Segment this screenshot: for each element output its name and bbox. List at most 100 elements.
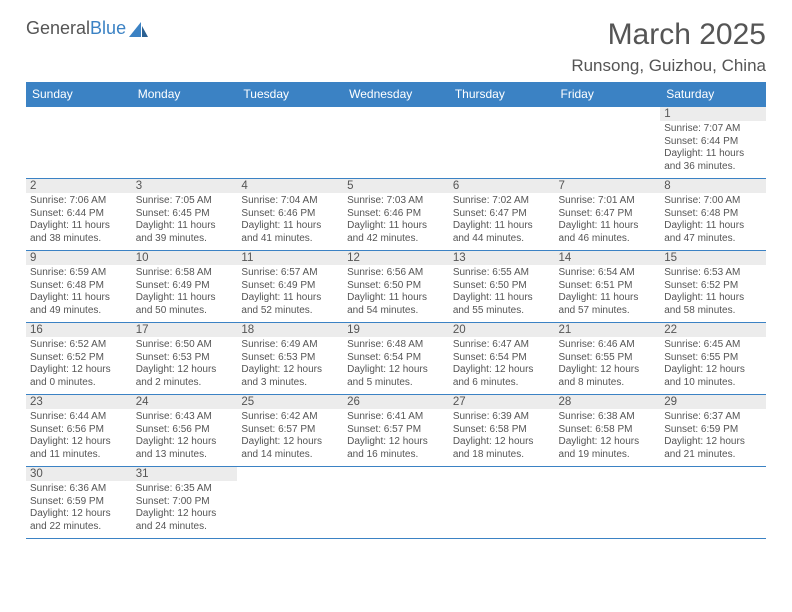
calendar-table: SundayMondayTuesdayWednesdayThursdayFrid… — [26, 82, 766, 539]
day-number: 17 — [132, 323, 238, 337]
day-details: Sunrise: 7:00 AMSunset: 6:48 PMDaylight:… — [664, 195, 762, 245]
day-number: 27 — [449, 395, 555, 409]
calendar-cell: 16 Sunrise: 6:52 AMSunset: 6:52 PMDayligh… — [26, 323, 132, 395]
day-details: Sunrise: 6:49 AMSunset: 6:53 PMDaylight:… — [241, 339, 339, 389]
calendar-cell: 3 Sunrise: 7:05 AMSunset: 6:45 PMDaylight… — [132, 179, 238, 251]
day-number: 13 — [449, 251, 555, 265]
calendar-cell: 30 Sunrise: 6:36 AMSunset: 6:59 PMDayligh… — [26, 467, 132, 539]
calendar-cell — [343, 107, 449, 179]
day-details: Sunrise: 6:35 AMSunset: 7:00 PMDaylight:… — [136, 483, 234, 533]
day-details: Sunrise: 7:01 AMSunset: 6:47 PMDaylight:… — [559, 195, 657, 245]
calendar-cell: 9 Sunrise: 6:59 AMSunset: 6:48 PMDaylight… — [26, 251, 132, 323]
day-number: 26 — [343, 395, 449, 409]
day-number: 22 — [660, 323, 766, 337]
weekday-header: Tuesday — [237, 82, 343, 107]
calendar-cell — [555, 107, 661, 179]
weekday-header: Friday — [555, 82, 661, 107]
weekday-header: Wednesday — [343, 82, 449, 107]
calendar-cell: 2 Sunrise: 7:06 AMSunset: 6:44 PMDaylight… — [26, 179, 132, 251]
day-number: 29 — [660, 395, 766, 409]
day-number: 20 — [449, 323, 555, 337]
weekday-header: Sunday — [26, 82, 132, 107]
day-details: Sunrise: 7:02 AMSunset: 6:47 PMDaylight:… — [453, 195, 551, 245]
brand-right: Blue — [90, 18, 126, 39]
location-text: Runsong, Guizhou, China — [571, 56, 766, 76]
day-number: 10 — [132, 251, 238, 265]
calendar-cell: 26 Sunrise: 6:41 AMSunset: 6:57 PMDayligh… — [343, 395, 449, 467]
calendar-cell: 21 Sunrise: 6:46 AMSunset: 6:55 PMDayligh… — [555, 323, 661, 395]
day-number: 31 — [132, 467, 238, 481]
calendar-cell — [660, 467, 766, 539]
day-details: Sunrise: 7:07 AMSunset: 6:44 PMDaylight:… — [664, 123, 762, 173]
day-details: Sunrise: 6:42 AMSunset: 6:57 PMDaylight:… — [241, 411, 339, 461]
day-details: Sunrise: 6:50 AMSunset: 6:53 PMDaylight:… — [136, 339, 234, 389]
calendar-cell — [237, 467, 343, 539]
calendar-cell — [449, 107, 555, 179]
day-number: 23 — [26, 395, 132, 409]
calendar-cell: 14 Sunrise: 6:54 AMSunset: 6:51 PMDayligh… — [555, 251, 661, 323]
calendar-cell: 8 Sunrise: 7:00 AMSunset: 6:48 PMDaylight… — [660, 179, 766, 251]
day-details: Sunrise: 7:03 AMSunset: 6:46 PMDaylight:… — [347, 195, 445, 245]
day-details: Sunrise: 6:45 AMSunset: 6:55 PMDaylight:… — [664, 339, 762, 389]
calendar-cell: 13 Sunrise: 6:55 AMSunset: 6:50 PMDayligh… — [449, 251, 555, 323]
day-details: Sunrise: 6:44 AMSunset: 6:56 PMDaylight:… — [30, 411, 128, 461]
day-details: Sunrise: 6:36 AMSunset: 6:59 PMDaylight:… — [30, 483, 128, 533]
day-details: Sunrise: 6:46 AMSunset: 6:55 PMDaylight:… — [559, 339, 657, 389]
calendar-cell: 17 Sunrise: 6:50 AMSunset: 6:53 PMDayligh… — [132, 323, 238, 395]
day-number: 5 — [343, 179, 449, 193]
calendar-cell: 31 Sunrise: 6:35 AMSunset: 7:00 PMDayligh… — [132, 467, 238, 539]
day-number: 2 — [26, 179, 132, 193]
day-details: Sunrise: 6:37 AMSunset: 6:59 PMDaylight:… — [664, 411, 762, 461]
day-details: Sunrise: 6:39 AMSunset: 6:58 PMDaylight:… — [453, 411, 551, 461]
weekday-header: Monday — [132, 82, 238, 107]
day-number: 28 — [555, 395, 661, 409]
day-details: Sunrise: 6:54 AMSunset: 6:51 PMDaylight:… — [559, 267, 657, 317]
day-number: 25 — [237, 395, 343, 409]
weekday-header: Saturday — [660, 82, 766, 107]
calendar-cell — [343, 467, 449, 539]
day-number: 19 — [343, 323, 449, 337]
day-number: 24 — [132, 395, 238, 409]
calendar-cell: 28Sunrise: 6:38 AMSunset: 6:58 PMDayligh… — [555, 395, 661, 467]
calendar-cell: 7Sunrise: 7:01 AMSunset: 6:47 PMDaylight… — [555, 179, 661, 251]
day-number: 21 — [555, 323, 661, 337]
calendar-cell — [26, 107, 132, 179]
day-details: Sunrise: 6:52 AMSunset: 6:52 PMDaylight:… — [30, 339, 128, 389]
weekday-header: Thursday — [449, 82, 555, 107]
day-details: Sunrise: 6:48 AMSunset: 6:54 PMDaylight:… — [347, 339, 445, 389]
day-number: 16 — [26, 323, 132, 337]
sail-icon — [128, 20, 150, 38]
calendar-cell: 1 Sunrise: 7:07 AMSunset: 6:44 PMDaylight… — [660, 107, 766, 179]
day-details: Sunrise: 6:57 AMSunset: 6:49 PMDaylight:… — [241, 267, 339, 317]
day-number: 11 — [237, 251, 343, 265]
day-number: 18 — [237, 323, 343, 337]
day-details: Sunrise: 7:05 AMSunset: 6:45 PMDaylight:… — [136, 195, 234, 245]
day-details: Sunrise: 7:04 AMSunset: 6:46 PMDaylight:… — [241, 195, 339, 245]
calendar-cell: 10 Sunrise: 6:58 AMSunset: 6:49 PMDayligh… — [132, 251, 238, 323]
day-details: Sunrise: 7:06 AMSunset: 6:44 PMDaylight:… — [30, 195, 128, 245]
calendar-cell — [132, 107, 238, 179]
day-number: 4 — [237, 179, 343, 193]
day-number: 6 — [449, 179, 555, 193]
calendar-cell: 5 Sunrise: 7:03 AMSunset: 6:46 PMDaylight… — [343, 179, 449, 251]
day-number: 9 — [26, 251, 132, 265]
day-details: Sunrise: 6:53 AMSunset: 6:52 PMDaylight:… — [664, 267, 762, 317]
day-number: 30 — [26, 467, 132, 481]
calendar-cell: 15Sunrise: 6:53 AMSunset: 6:52 PMDayligh… — [660, 251, 766, 323]
day-number: 8 — [660, 179, 766, 193]
day-details: Sunrise: 6:59 AMSunset: 6:48 PMDaylight:… — [30, 267, 128, 317]
calendar-cell: 6 Sunrise: 7:02 AMSunset: 6:47 PMDaylight… — [449, 179, 555, 251]
day-details: Sunrise: 6:55 AMSunset: 6:50 PMDaylight:… — [453, 267, 551, 317]
day-number: 1 — [660, 107, 766, 121]
calendar-cell: 12Sunrise: 6:56 AMSunset: 6:50 PMDayligh… — [343, 251, 449, 323]
day-number: 14 — [555, 251, 661, 265]
calendar-cell: 23 Sunrise: 6:44 AMSunset: 6:56 PMDayligh… — [26, 395, 132, 467]
day-details: Sunrise: 6:41 AMSunset: 6:57 PMDaylight:… — [347, 411, 445, 461]
calendar-cell: 24Sunrise: 6:43 AMSunset: 6:56 PMDayligh… — [132, 395, 238, 467]
calendar-cell: 20Sunrise: 6:47 AMSunset: 6:54 PMDayligh… — [449, 323, 555, 395]
day-number: 12 — [343, 251, 449, 265]
calendar-cell: 11 Sunrise: 6:57 AMSunset: 6:49 PMDayligh… — [237, 251, 343, 323]
calendar-cell — [237, 107, 343, 179]
day-details: Sunrise: 6:58 AMSunset: 6:49 PMDaylight:… — [136, 267, 234, 317]
day-number: 3 — [132, 179, 238, 193]
